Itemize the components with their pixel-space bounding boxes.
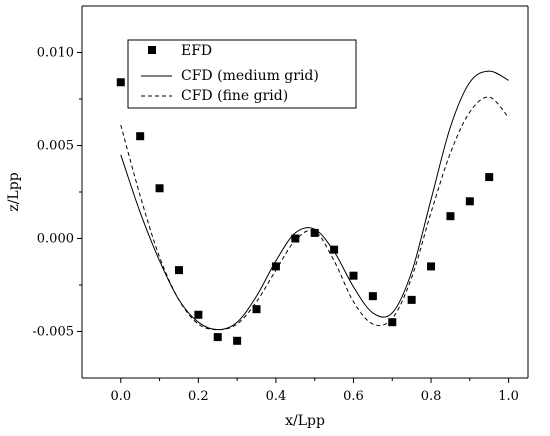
efd-point bbox=[136, 132, 145, 141]
efd-point bbox=[271, 262, 280, 271]
efd-point bbox=[349, 271, 358, 280]
efd-point bbox=[174, 266, 183, 275]
legend-efd-label: EFD bbox=[181, 43, 212, 59]
efd-point bbox=[194, 310, 203, 319]
efd-point bbox=[368, 292, 377, 301]
x-tick-label: 0.2 bbox=[188, 389, 209, 404]
efd-point bbox=[330, 245, 339, 254]
efd-point bbox=[291, 234, 300, 243]
efd-point bbox=[116, 78, 125, 87]
y-tick-label: 0.005 bbox=[37, 139, 74, 154]
efd-point bbox=[310, 228, 319, 237]
efd-point bbox=[213, 333, 222, 342]
efd-point bbox=[233, 336, 242, 345]
axes-group: 0.0 0.2 0.4 0.6 0.8 1.0 -0.005 0.000 0.005 0.010 bbox=[32, 5, 529, 404]
y-tick-label: 0.000 bbox=[37, 232, 74, 247]
y-tick-label: -0.005 bbox=[32, 325, 74, 340]
x-tick-label: 0.8 bbox=[421, 389, 442, 404]
efd-point bbox=[427, 262, 436, 271]
efd-point bbox=[155, 184, 164, 193]
legend-efd-marker bbox=[148, 46, 156, 54]
legend-box bbox=[127, 39, 357, 109]
legend-medium-label: CFD (medium grid) bbox=[181, 68, 319, 84]
x-axis-label: x/Lpp bbox=[285, 413, 325, 429]
legend: EFD CFD (medium grid) CFD (fine grid) bbox=[127, 39, 357, 109]
efd-point bbox=[407, 295, 416, 304]
efd-point bbox=[485, 173, 494, 182]
y-tick-label: 0.010 bbox=[37, 46, 74, 61]
y-axis-label: z/Lpp bbox=[6, 172, 22, 211]
x-tick-label: 0.6 bbox=[343, 389, 364, 404]
efd-point bbox=[252, 305, 261, 314]
legend-fine-label: CFD (fine grid) bbox=[181, 88, 288, 104]
efd-point bbox=[465, 197, 474, 206]
x-tick-label: 1.0 bbox=[498, 389, 519, 404]
efd-point bbox=[388, 318, 397, 327]
x-tick-label: 0.4 bbox=[266, 389, 287, 404]
efd-point bbox=[446, 212, 455, 221]
series-group bbox=[116, 70, 509, 345]
x-tick-label: 0.0 bbox=[110, 389, 131, 404]
cfd-medium-grid-line bbox=[120, 70, 509, 331]
